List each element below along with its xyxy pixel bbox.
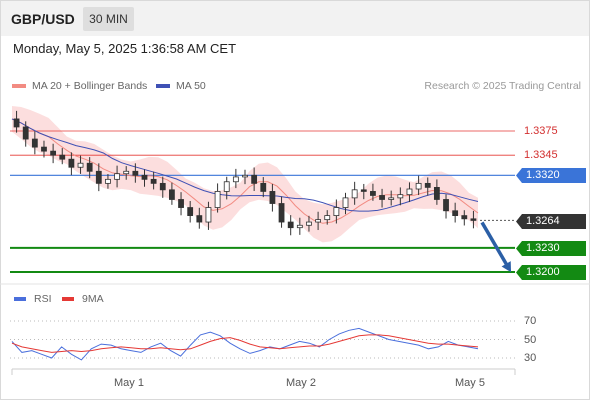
rsi-line [11, 327, 479, 361]
candle-body [424, 182, 431, 188]
ma9-swatch [62, 297, 74, 301]
candle-body [159, 182, 166, 191]
candle-body [333, 207, 340, 217]
rsi-ma-line [11, 334, 479, 353]
candle-body [379, 195, 385, 200]
candle-body [223, 181, 230, 192]
rsi-swatch [14, 297, 26, 301]
forecast-arrow-head [501, 261, 512, 273]
candle-body [470, 218, 477, 221]
symbol-title: GBP/USD [11, 11, 75, 27]
candle-body [178, 199, 184, 208]
legend-ma20: MA 20 + Bollinger Bands [12, 80, 147, 92]
level-label-last: 1.3264 [516, 214, 586, 229]
candle-body [461, 215, 468, 220]
candle-body [433, 186, 440, 200]
candle-body [351, 189, 358, 199]
x-tick-may2: May 2 [286, 377, 316, 389]
candle-body [150, 178, 157, 184]
level-label-r1: 1.3345 [524, 149, 558, 161]
candle-body [141, 174, 148, 180]
candle-body [260, 182, 267, 192]
candle-body [114, 173, 120, 180]
header-bar: GBP/USD 30 MIN [1, 1, 589, 36]
candle-body [452, 210, 459, 217]
rsi-tick-30: 30 [524, 352, 537, 364]
level-label-s1: 1.3230 [516, 241, 586, 256]
source-label: Research © 2025 Trading Central [424, 80, 581, 92]
candle-body [86, 162, 93, 172]
legend-9ma: 9MA [62, 293, 104, 305]
candle-body [342, 197, 349, 208]
rsi-tick-70: 70 [524, 315, 537, 327]
timeframe-button[interactable]: 30 MIN [83, 7, 134, 31]
candle-body [105, 178, 111, 184]
candle-body [50, 150, 57, 156]
ma50-label: MA 50 [176, 80, 206, 92]
candle-body [315, 219, 321, 223]
candle-body [77, 162, 84, 168]
candle-body [296, 224, 303, 229]
candle-body [370, 191, 376, 196]
candle-body [278, 203, 285, 223]
candle-body [251, 174, 258, 184]
candle-body [31, 138, 38, 148]
candle-body [306, 221, 312, 226]
candle-body [242, 174, 248, 178]
x-tick-may5: May 5 [455, 377, 485, 389]
candle-body [214, 191, 221, 208]
candle-body [68, 158, 75, 168]
candle-body [187, 207, 194, 217]
candle-body [360, 189, 367, 192]
candle-body [132, 170, 139, 176]
datetime-label: Monday, May 5, 2025 1:36:58 AM CET [13, 41, 237, 56]
candle-body [415, 182, 422, 190]
candle-body [13, 118, 20, 128]
candle-body [196, 215, 203, 223]
candle-body [269, 191, 276, 204]
candle-body [41, 146, 47, 152]
level-label-r2: 1.3375 [524, 125, 558, 137]
forecast-arrow-shaft [480, 221, 510, 268]
candle-body [232, 176, 239, 183]
level-label-pivot: 1.3320 [516, 168, 586, 183]
candle-body [123, 170, 130, 175]
rsi-tick-50: 50 [524, 334, 537, 346]
bollinger-band [12, 106, 478, 243]
candle-body [169, 189, 175, 200]
candle-body [406, 188, 413, 196]
level-label-s2: 1.3200 [516, 265, 586, 280]
ma9-label: 9MA [82, 293, 104, 305]
x-tick-may1: May 1 [114, 377, 144, 389]
candle-body [22, 126, 29, 140]
legend-rsi: RSI [14, 293, 52, 305]
candle-body [443, 199, 449, 212]
ma50-swatch [156, 84, 170, 88]
ma20-label: MA 20 + Bollinger Bands [32, 80, 148, 92]
rsi-label: RSI [34, 293, 52, 305]
candle-body [59, 154, 66, 160]
candle-body [205, 207, 212, 223]
candle-body [95, 170, 102, 184]
candle-body [388, 197, 395, 200]
candle-body [324, 215, 331, 221]
candle-body [287, 221, 294, 229]
ma20-swatch [12, 84, 26, 88]
legend-ma50: MA 50 [156, 80, 206, 92]
candle-body [397, 194, 404, 199]
